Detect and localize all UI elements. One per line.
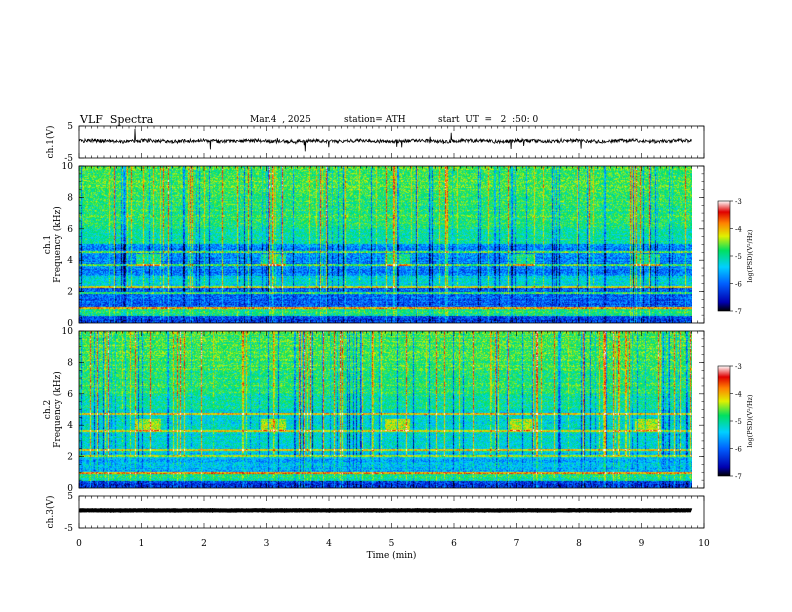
x-axis-label: Time (min)	[367, 550, 417, 561]
y-tick-label: 10	[62, 162, 74, 172]
colorbar-tick-label: -5	[735, 253, 742, 261]
ch3-waveform-ylabel: ch.3(V)	[45, 496, 56, 529]
y-tick-label: -5	[64, 154, 73, 164]
x-tick-label: 5	[389, 539, 395, 549]
colorbar-tick-label: -6	[735, 281, 742, 289]
y-tick-label: 6	[67, 390, 73, 400]
ch2-spectrogram-image	[79, 331, 692, 488]
ch1-spectrogram-colorbar	[717, 200, 731, 312]
ch2-spectrogram-ylabel-top: ch.2	[43, 400, 53, 419]
colorbar-tick-label: -3	[735, 198, 742, 206]
y-tick-label: 4	[67, 421, 73, 431]
header-date: Mar.4 , 2025	[250, 115, 311, 125]
colorbar-tick-label: -7	[735, 308, 742, 316]
figure-title: VLF Spectra	[80, 113, 154, 126]
y-tick-label: 8	[67, 358, 73, 368]
header-start-time: start UT = 2 :50: 0	[438, 115, 539, 125]
ch1-waveform-trace	[78, 128, 692, 152]
y-tick-label: -5	[64, 524, 73, 534]
colorbar-tick-label: -6	[735, 446, 742, 454]
y-tick-label: 5	[67, 122, 73, 132]
y-tick-label: 2	[67, 453, 73, 463]
colorbar-tick-label: -7	[735, 473, 742, 481]
ch1-waveform-ylabel: ch.1(V)	[45, 126, 56, 159]
y-tick-label: 6	[67, 225, 73, 235]
y-tick-label: 0	[67, 319, 73, 329]
x-tick-label: 7	[514, 539, 520, 549]
x-tick-label: 10	[698, 539, 710, 549]
ch1-spectrogram-ylabel-top: ch.1	[43, 235, 53, 254]
ch1-spectrogram-image	[79, 166, 692, 323]
y-tick-label: 8	[67, 193, 73, 203]
colorbar-tick-label: -3	[735, 363, 742, 371]
colorbar-tick-label: -5	[735, 418, 742, 426]
y-tick-label: 4	[67, 256, 73, 266]
colorbar-tick-label: -4	[735, 226, 742, 234]
colorbar-tick-label: -4	[735, 391, 742, 399]
y-tick-label: 2	[67, 288, 73, 298]
x-tick-label: 6	[451, 539, 457, 549]
header-station: station= ATH	[344, 115, 406, 125]
x-tick-label: 9	[639, 539, 645, 549]
ch1-spectrogram-ylabel-bottom: Frequency (kHz)	[52, 206, 63, 283]
ch2-spectrogram-colorbar	[717, 365, 731, 477]
y-tick-label: 5	[67, 492, 73, 502]
ch1-spectrogram-colorbar-label: log(PSD)(V²/Hz)	[746, 229, 754, 282]
ch2-spectrogram-ylabel-bottom: Frequency (kHz)	[52, 371, 63, 448]
y-tick-label: 10	[62, 327, 74, 337]
x-tick-label: 1	[139, 539, 145, 549]
ch2-spectrogram-colorbar-label: log(PSD)(V²/Hz)	[746, 394, 754, 447]
x-tick-label: 3	[264, 539, 270, 549]
x-tick-label: 2	[201, 539, 207, 549]
x-tick-label: 0	[76, 539, 82, 549]
x-tick-label: 8	[576, 539, 582, 549]
y-tick-label: 0	[67, 484, 73, 494]
x-tick-label: 4	[326, 539, 332, 549]
